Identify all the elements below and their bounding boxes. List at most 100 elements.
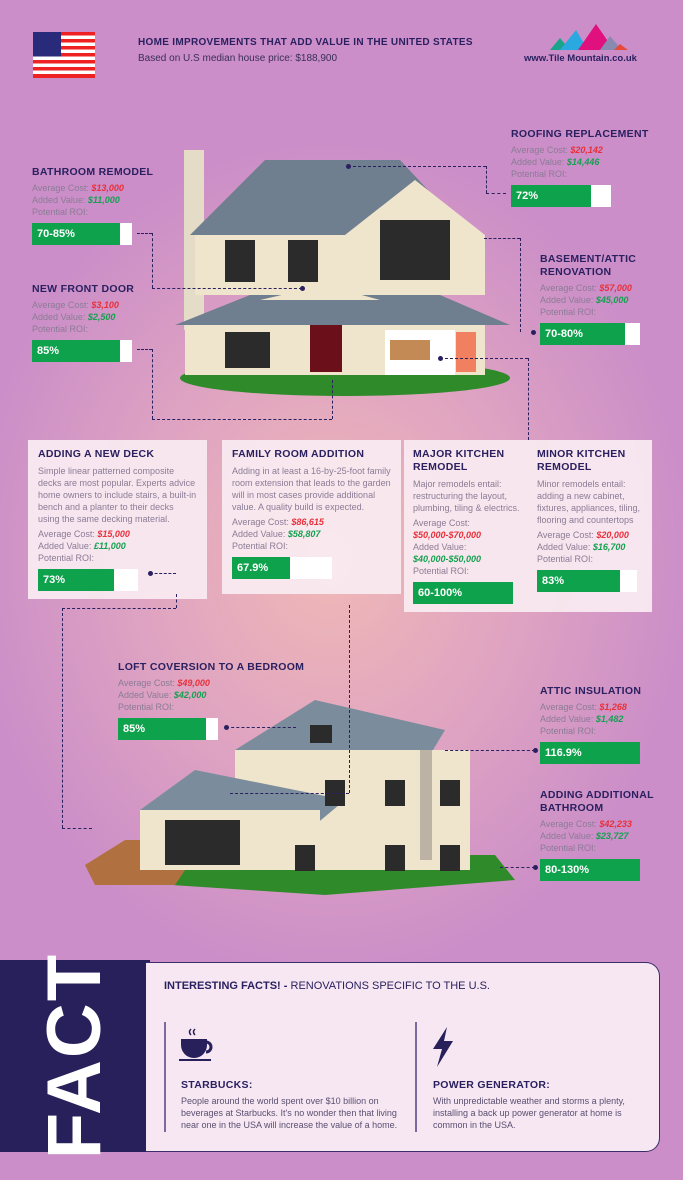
label: Potential ROI: <box>511 169 568 179</box>
label: Potential ROI: <box>536 554 594 564</box>
item-title: NEW FRONT DOOR <box>32 283 135 295</box>
roi-bar-fill <box>232 557 290 579</box>
label: Added Value: <box>540 714 596 724</box>
item-attic-insulation: ATTIC INSULATION Average Cost: $1,268 Ad… <box>540 685 680 764</box>
label: Average Cost: <box>540 702 600 712</box>
label: Added Value: <box>413 542 467 552</box>
facts-heading-bold: INTERESTING FACTS! - <box>164 980 288 992</box>
roi-bar: 85% <box>32 340 132 362</box>
facts-heading: INTERESTING FACTS! - RENOVATIONS SPECIFI… <box>164 979 490 993</box>
avg-cost: $49,000 <box>177 678 210 688</box>
fact-label: FACT <box>32 952 117 1160</box>
label: Average Cost: <box>32 183 92 193</box>
roi-bar-fill <box>413 582 513 604</box>
house-extension-illustration <box>85 700 515 895</box>
item-title: FAMILY ROOM ADDITION <box>232 448 365 460</box>
tile-mountain-logo <box>550 24 628 50</box>
fact-title: POWER GENERATOR: <box>433 1079 550 1091</box>
roi-bar: 67.9% <box>232 557 332 579</box>
logo-text: www.Tile Mountain.co.uk <box>524 53 637 64</box>
fact-starbucks: STARBUCKS: People around the world spent… <box>181 1079 409 1131</box>
item-description: Major remodels entail: restructuring the… <box>413 479 520 513</box>
label: Added Value: <box>32 312 88 322</box>
roi-bar-fill <box>540 859 640 881</box>
avg-cost: $3,100 <box>91 300 119 310</box>
label: Average Cost: <box>32 300 92 310</box>
item-description: Adding in at least a 16-by-25-foot famil… <box>232 466 391 512</box>
added-value: £11,000 <box>93 541 126 551</box>
fact-title: STARBUCKS: <box>181 1079 253 1091</box>
roi-bar-fill <box>511 185 591 207</box>
roi-bar: 85% <box>118 718 218 740</box>
roi-bar: 73% <box>38 569 138 591</box>
roi-bar-fill <box>536 570 620 592</box>
roi-bar: 70-85% <box>32 223 132 245</box>
item-title: LOFT COVERSION TO A BEDROOM <box>118 661 305 673</box>
label: Added Value: <box>536 542 593 552</box>
label: Added Value: <box>118 690 174 700</box>
item-title: MAJOR KITCHEN REMODEL <box>413 448 505 473</box>
label: Added Value: <box>540 831 596 841</box>
label: Average Cost: <box>38 529 98 539</box>
roi-value: 67.9% <box>237 562 269 574</box>
label: Added Value: <box>540 295 596 305</box>
added-value: $16,700 <box>592 542 626 552</box>
avg-cost: $13,000 <box>91 183 124 193</box>
card-kitchen: MAJOR KITCHEN REMODEL Major remodels ent… <box>404 440 652 612</box>
item-basement-attic-renovation: BASEMENT/ATTIC RENOVATION Average Cost: … <box>540 253 665 345</box>
roi-value: 85% <box>37 345 60 357</box>
item-title: ADDING ADDITIONAL BATHROOM <box>540 789 654 814</box>
roi-value: 116.9% <box>545 747 582 759</box>
roi-value: 85% <box>123 723 146 735</box>
fact-side-band: FACT <box>0 953 150 1159</box>
roi-value: 72% <box>516 190 539 202</box>
item-roofing-replacement: ROOFING REPLACEMENT Average Cost: $20,14… <box>511 128 676 207</box>
item-additional-bathroom: ADDING ADDITIONAL BATHROOM Average Cost:… <box>540 789 665 881</box>
item-major-kitchen: MAJOR KITCHEN REMODEL Major remodels ent… <box>413 448 527 604</box>
label: Added Value: <box>32 195 88 205</box>
roi-bar: 70-80% <box>540 323 640 345</box>
added-value: $40,000-$50,000 <box>413 554 482 564</box>
roi-bar: 116.9% <box>540 742 640 764</box>
label: Potential ROI: <box>540 726 597 736</box>
label: Added Value: <box>232 529 288 539</box>
roi-bar-fill <box>540 742 640 764</box>
fact-text: People around the world spent over $10 b… <box>181 1096 398 1130</box>
roi-value: 70-80% <box>545 328 583 340</box>
roi-bar: 72% <box>511 185 611 207</box>
item-loft-conversion: LOFT COVERSION TO A BEDROOM Average Cost… <box>118 661 318 740</box>
roi-value: 80-130% <box>545 864 590 876</box>
roi-value: 60-100% <box>418 587 463 599</box>
roi-bar-fill <box>118 718 206 740</box>
item-title: ATTIC INSULATION <box>540 685 642 697</box>
fact-power-generator: POWER GENERATOR: With unpredictable weat… <box>433 1079 648 1131</box>
item-description: Minor remodels entail: adding a new cabi… <box>536 479 641 525</box>
added-value: $14,446 <box>566 157 600 167</box>
fact-text: With unpredictable weather and storms a … <box>433 1096 625 1130</box>
label: Average Cost: <box>118 678 178 688</box>
item-title: ROOFING REPLACEMENT <box>511 128 649 140</box>
label: Average Cost: <box>232 517 292 527</box>
us-flag-icon <box>33 32 95 78</box>
roi-bar: 83% <box>536 570 637 592</box>
item-title: ADDING A NEW DECK <box>38 448 155 460</box>
label: Potential ROI: <box>413 566 470 576</box>
avg-cost: $20,142 <box>570 145 603 155</box>
item-description: Simple linear patterned composite decks … <box>38 466 197 524</box>
lightning-bolt-icon <box>433 1027 453 1067</box>
roi-value: 70-85% <box>37 228 75 240</box>
house-illustration <box>175 150 510 396</box>
avg-cost: $86,615 <box>291 517 324 527</box>
item-bathroom-remodel: BATHROOM REMODEL Average Cost: $13,000 A… <box>32 166 172 245</box>
roi-value: 83% <box>541 575 565 587</box>
item-new-front-door: NEW FRONT DOOR Average Cost: $3,100 Adde… <box>32 283 172 362</box>
label: Average Cost: <box>413 518 470 528</box>
roi-value: 73% <box>43 574 66 586</box>
label: Average Cost: <box>540 819 600 829</box>
roi-bar-fill <box>32 340 120 362</box>
avg-cost: $20,000 <box>596 530 629 540</box>
roi-bar: 80-130% <box>540 859 640 881</box>
page-subtitle: Based on U.S median house price: $188,90… <box>138 53 338 64</box>
roi-bar: 60-100% <box>413 582 513 604</box>
label: Potential ROI: <box>32 207 89 217</box>
